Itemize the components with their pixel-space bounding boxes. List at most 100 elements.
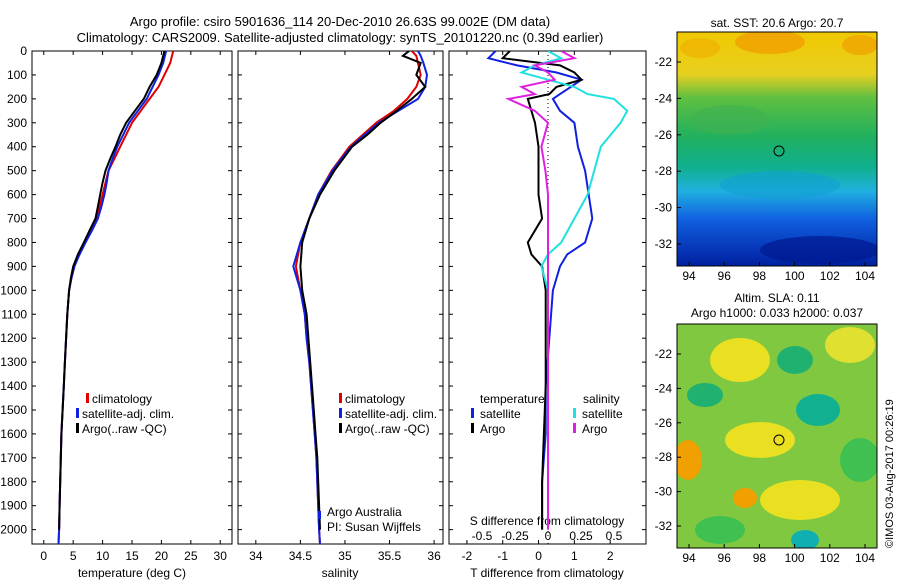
legend-swatch-argo	[339, 423, 342, 433]
map-y-tick-label: -32	[655, 237, 673, 251]
legend-swatch-climatology	[86, 393, 89, 403]
depth-tick-label: 1300	[0, 355, 27, 369]
legend-label-temp-satellite: satellite	[480, 407, 521, 421]
legend-title-temperature: temperature	[480, 392, 545, 406]
x-tick-label: 35	[338, 549, 352, 563]
temperature-lines	[57, 51, 175, 544]
x-tick-label: 34.5	[289, 549, 313, 563]
series-temperature-satellite	[486, 51, 594, 530]
series-temperature-argo	[500, 51, 584, 530]
s-tick-label: -0.5	[472, 529, 493, 543]
sla-patch-teal4	[791, 530, 819, 548]
legend-swatch-temp-satellite	[471, 408, 474, 418]
sla-heatmap	[677, 324, 877, 548]
legend-swatch-argo	[76, 423, 79, 433]
map-x-tick-label: 100	[785, 269, 805, 283]
map-x-tick-label: 100	[785, 551, 805, 565]
difference-legend: temperature salinity satellite Argo sate…	[471, 392, 623, 436]
sst-patch-green	[690, 105, 770, 135]
x-tick-label: 2	[607, 549, 614, 563]
map-y-tick-label: -28	[655, 450, 673, 464]
salinity-xlabel: salinity	[322, 566, 359, 580]
depth-tick-label: 900	[7, 259, 27, 273]
sla-map-subtitle: Argo h1000: 0.033 h2000: 0.037	[691, 306, 863, 320]
x-tick-label: 20	[155, 549, 169, 563]
map-x-tick-label: 94	[682, 269, 696, 283]
legend-label-satellite: satellite-adj. clim.	[345, 407, 437, 421]
sla-patch-teal1	[777, 346, 813, 374]
series-climatology	[57, 51, 175, 544]
depth-tick-label: 1900	[0, 499, 27, 513]
s-tick-label: 0.25	[569, 529, 593, 543]
map-y-tick-label: -22	[655, 347, 673, 361]
sla-axes: 94 96 98 100 102 104 -22 -24 -26 -28 -30 -32	[655, 347, 876, 565]
depth-tick-label: 1600	[0, 427, 27, 441]
legend-label-climatology: climatology	[345, 392, 405, 406]
difference-xlabel: T difference from climatology	[470, 566, 624, 580]
difference-lines	[486, 51, 629, 530]
sla-patch-orange2	[733, 488, 757, 508]
x-tick-label: 5	[70, 549, 77, 563]
x-tick-label: -2	[462, 549, 473, 563]
depth-tick-label: 400	[7, 140, 27, 154]
map-y-tick-label: -30	[655, 485, 673, 499]
x-tick-label: 10	[96, 549, 110, 563]
x-tick-label: -1	[497, 549, 508, 563]
legend-swatch-temp-argo	[471, 423, 474, 433]
x-tick-label: 25	[184, 549, 198, 563]
map-y-tick-label: -24	[655, 91, 673, 105]
x-tick-label: 30	[214, 549, 228, 563]
map-y-tick-label: -24	[655, 381, 673, 395]
legend-label-temp-argo: Argo	[480, 422, 506, 436]
legend-swatch-sal-satellite	[573, 408, 576, 418]
depth-tick-label: 800	[7, 235, 27, 249]
series-argo	[58, 51, 166, 530]
map-x-tick-label: 102	[820, 551, 840, 565]
x-tick-label: 0	[40, 549, 47, 563]
x-tick-label: 36	[427, 549, 441, 563]
sla-patch-yellow1	[710, 338, 770, 382]
depth-tick-label: 2000	[0, 523, 27, 537]
sst-axes: 94 96 98 100 102 104 -22 -24 -26 -28 -30 -32	[655, 55, 876, 283]
sla-patch-orange1	[677, 440, 702, 480]
map-y-tick-label: -28	[655, 164, 673, 178]
depth-tick-label: 1800	[0, 475, 27, 489]
salinity-legend: climatology satellite-adj. clim. Argo(..…	[318, 392, 437, 534]
legend-label-climatology: climatology	[92, 392, 152, 406]
map-x-tick-label: 96	[718, 551, 732, 565]
x-tick-label: 1	[571, 549, 578, 563]
x-tick-label: 35.5	[378, 549, 402, 563]
s-tick-label: 0.5	[606, 529, 623, 543]
depth-tick-label: 700	[7, 212, 27, 226]
depth-tick-label: 100	[7, 68, 27, 82]
map-x-tick-label: 98	[753, 269, 767, 283]
series-satellite	[292, 51, 429, 544]
x-tick-label: 15	[125, 549, 139, 563]
depth-tick-label: 500	[7, 164, 27, 178]
sst-patch-orange2	[680, 38, 720, 58]
map-x-tick-label: 104	[855, 269, 875, 283]
difference-x-axis: -2-1012-0.5-0.2500.250.5	[462, 51, 623, 563]
salinity-panel-frame	[237, 50, 444, 545]
depth-tick-label: 300	[7, 116, 27, 130]
s-tick-label: -0.25	[501, 529, 529, 543]
depth-tick-label: 1100	[1, 307, 27, 321]
sst-patch-cyan	[720, 171, 840, 199]
depth-axis: 0 100 200 300 400 500 600 700 800 900 1000 1100 1200…	[0, 44, 646, 537]
legend-swatch-satellite	[76, 408, 79, 418]
sla-patch-teal2	[796, 394, 840, 426]
x-tick-label: 34	[249, 549, 263, 563]
map-y-tick-label: -30	[655, 201, 673, 215]
sla-argo-marker	[773, 434, 785, 446]
sst-map-title: sat. SST: 20.6 Argo: 20.7	[711, 16, 844, 30]
title-line1: Argo profile: csiro 5901636_114 20-Dec-2…	[130, 14, 550, 29]
depth-tick-label: 1400	[0, 379, 27, 393]
temperature-x-axis: 0 5 10 15 20 25 30	[40, 51, 227, 563]
sla-patch-yellow4	[760, 480, 840, 520]
legend-label-argo: Argo(..raw -QC)	[345, 422, 430, 436]
sst-patch-darkblue	[760, 236, 877, 264]
sla-map-frame	[676, 323, 878, 549]
depth-tick-label: 1000	[0, 283, 27, 297]
sla-patch-green2	[840, 438, 877, 482]
